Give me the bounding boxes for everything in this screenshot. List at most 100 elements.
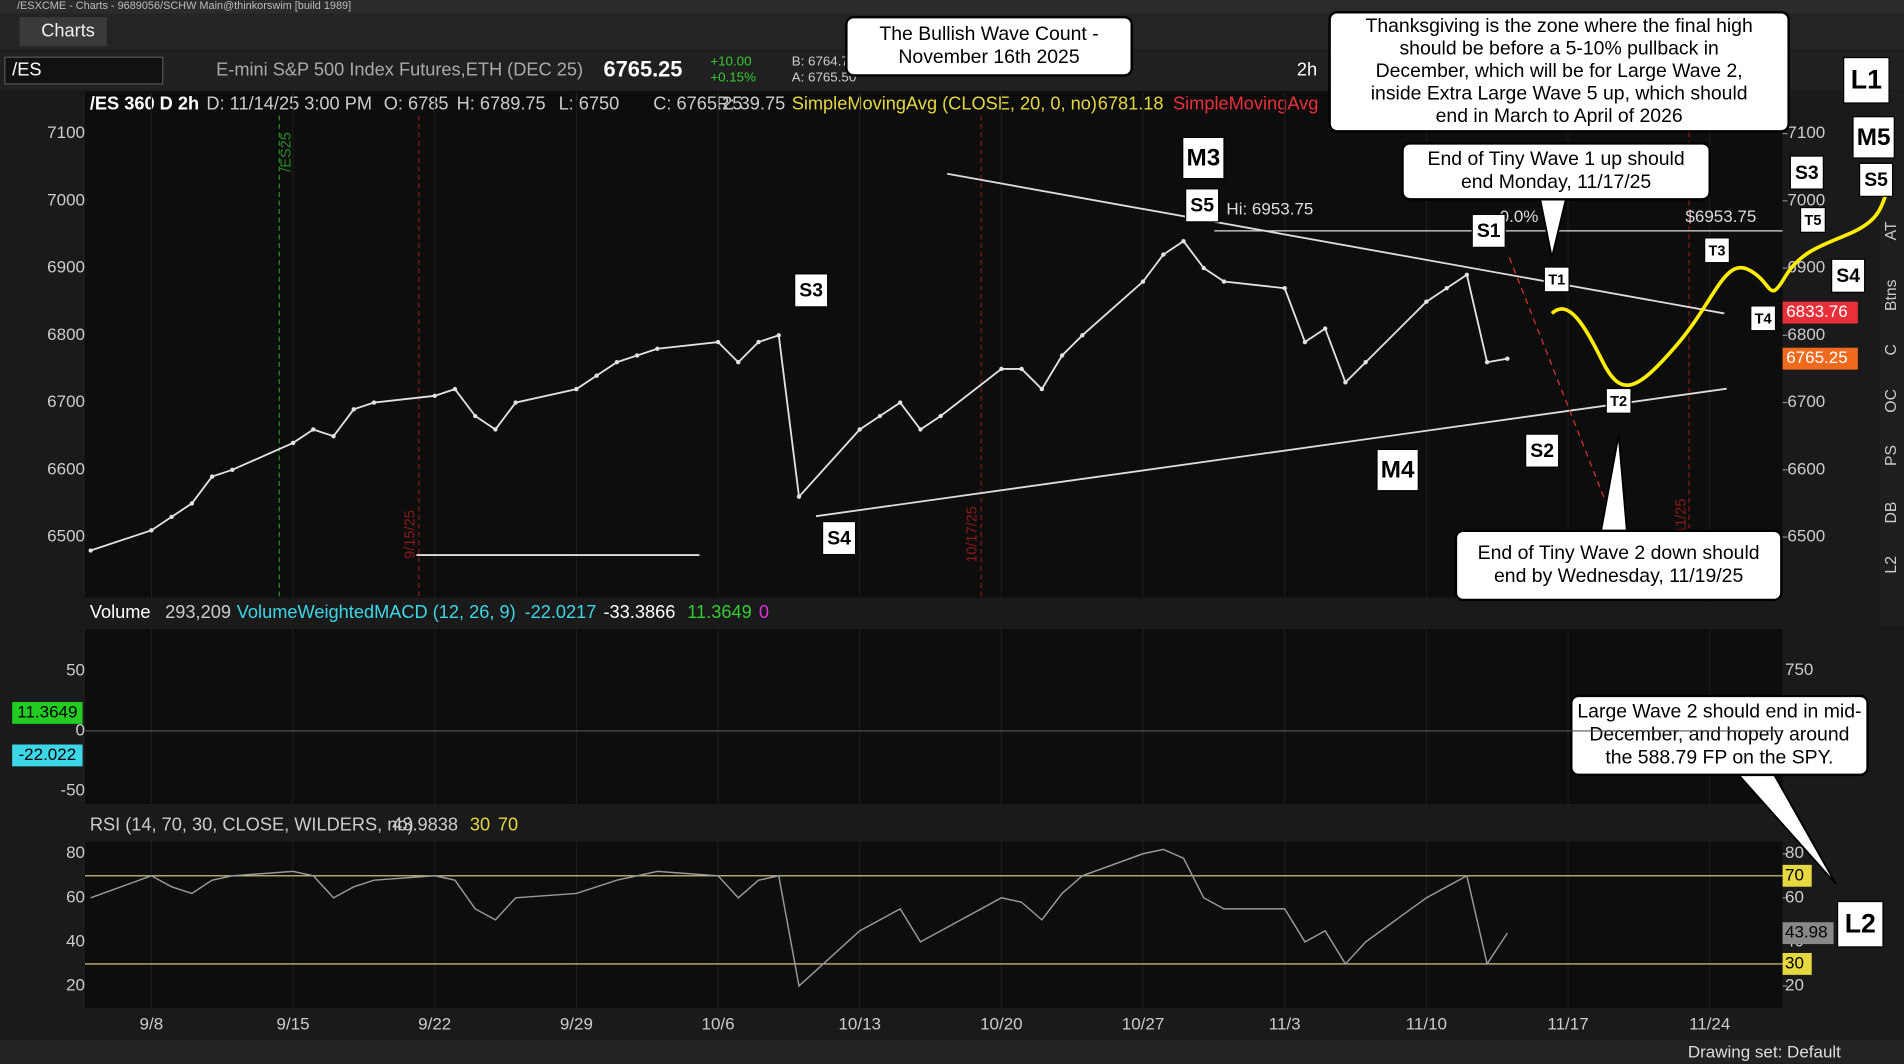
price-point (938, 413, 943, 419)
annotation-text: December, and hopely around (1589, 724, 1849, 746)
price-point (776, 333, 781, 338)
price-point (1161, 252, 1166, 257)
price-point (1059, 353, 1065, 358)
x-tick-label: 11/3 (1269, 1014, 1301, 1033)
date-marker-label: 10/17/25 (964, 506, 980, 563)
ask: A: 6765.50 (792, 69, 857, 84)
wave-label-box (1525, 433, 1560, 468)
symbol[interactable]: /ES (12, 59, 41, 79)
x-tick-label: 10/13 (838, 1014, 881, 1033)
level-tag-label: 70 (1785, 865, 1804, 884)
rsi-header: 30 (470, 815, 490, 835)
wave-label: L1 (1851, 65, 1882, 95)
price-tag (1782, 347, 1858, 370)
header-item: 6781.18 (1098, 93, 1164, 113)
wave-label-box (821, 520, 857, 556)
wave-label: S2 (1530, 440, 1554, 462)
annotation-text: end Monday, 11/17/25 (1461, 171, 1651, 193)
header-item: /ES 360 D 2h (90, 93, 199, 113)
value-tag-label: 11.3649 (17, 702, 77, 721)
y-tick-label: 60 (66, 887, 85, 906)
sidebar-tab[interactable]: OC (1883, 389, 1900, 413)
sidebar-tab[interactable]: Btns (1883, 279, 1900, 311)
sidebar-tab[interactable]: C (1883, 344, 1900, 355)
wave-label: T1 (1548, 272, 1565, 288)
y-tick-label-right: 7000 (1787, 190, 1825, 209)
price-point (857, 427, 862, 432)
value-tag (12, 744, 83, 767)
annotation-text: End of Tiny Wave 1 up should (1428, 148, 1685, 170)
drawing-set[interactable]: Drawing set: Default (1688, 1042, 1841, 1061)
y-tick-label: 7100 (47, 123, 85, 142)
price-point (796, 494, 802, 499)
annotation-text: inside Extra Large Wave 5 up, which shou… (1371, 82, 1748, 104)
wave-label-box (1858, 162, 1894, 197)
price-point (1323, 326, 1328, 331)
macd-header: 11.3649 (687, 602, 751, 622)
x-tick-label: 11/10 (1406, 1014, 1447, 1033)
high-label: Hi: 6953.75 (1226, 200, 1313, 219)
annotation-box (1570, 694, 1869, 777)
price-point (1201, 265, 1206, 271)
timeframe[interactable]: 2h (1297, 59, 1317, 79)
x-tick-label: 9/15 (277, 1014, 310, 1033)
price-point (634, 353, 640, 358)
price-point (493, 427, 498, 432)
sidebar-tab[interactable]: DB (1883, 502, 1900, 524)
date-marker-label: 11/25 (1674, 499, 1690, 534)
header-item: SimpleMovingAvg (CLOSE, 20, 0, no) (792, 93, 1097, 113)
price-point (999, 366, 1004, 372)
x-tick-label: 10/27 (1122, 1014, 1165, 1033)
rsi-panel (85, 841, 1783, 1008)
wave-label: M5 (1857, 124, 1891, 151)
x-tick-label: 9/8 (140, 1014, 164, 1033)
wave-label-box (1789, 155, 1824, 190)
price-point (351, 407, 356, 412)
price-point (473, 413, 478, 419)
wave-label: S1 (1477, 220, 1501, 242)
wave-label: S3 (1795, 162, 1819, 184)
y-tick-label-right: 20 (1785, 975, 1804, 994)
rsi-header: 43.9838 (392, 815, 458, 835)
annotation-text: the 588.79 FP on the SPY. (1605, 747, 1833, 769)
sidebar-tab[interactable]: L2 (1883, 556, 1900, 574)
price-point (311, 427, 316, 432)
annotation-text: Thanksgiving is the zone where the final… (1365, 15, 1752, 37)
wave-label-box (1605, 387, 1632, 414)
tab[interactable] (19, 17, 107, 47)
price-tag (1782, 301, 1858, 324)
wave-label-box (1750, 305, 1777, 332)
price-point (756, 339, 761, 345)
wave-label-box (1376, 448, 1419, 492)
date-marker-label: /ES25 (278, 132, 294, 172)
x-tick-label: 9/22 (418, 1014, 451, 1033)
price-tag-label: 6833.76 (1786, 302, 1847, 321)
price-point (1181, 238, 1186, 244)
wave-label-box (1831, 258, 1866, 293)
header-item: D: 11/14/25 3:00 PM (206, 93, 372, 113)
wave-label-box (1843, 56, 1890, 104)
sidebar-tab[interactable]: PS (1883, 445, 1900, 466)
wave-label-box (1185, 188, 1220, 223)
x-tick-label: 11/17 (1547, 1014, 1588, 1033)
wave-label-box (1852, 116, 1895, 159)
price-point (1343, 380, 1348, 385)
tab-label[interactable]: Charts (41, 21, 95, 41)
symbol-box[interactable] (4, 56, 164, 85)
fib-pct: 0.0% (1500, 207, 1539, 226)
price-point (189, 501, 195, 506)
wave-label: T5 (1804, 213, 1821, 229)
y-tick-label-right: 7100 (1787, 123, 1825, 142)
wave-label: S3 (799, 280, 823, 302)
wave-label: S4 (1836, 265, 1860, 287)
annotation-text: should be before a 5-10% pullback in (1399, 37, 1718, 59)
wave-label-box (1182, 136, 1225, 180)
title-bar (0, 0, 1904, 14)
level-tag (1782, 864, 1812, 887)
price-point (574, 386, 579, 392)
change-pct: +0.15% (710, 69, 756, 84)
price-point (290, 440, 296, 446)
wave-label: S5 (1190, 195, 1214, 217)
macd-header: -22.0217 (525, 602, 597, 622)
sidebar-tab[interactable]: AT (1883, 221, 1900, 240)
